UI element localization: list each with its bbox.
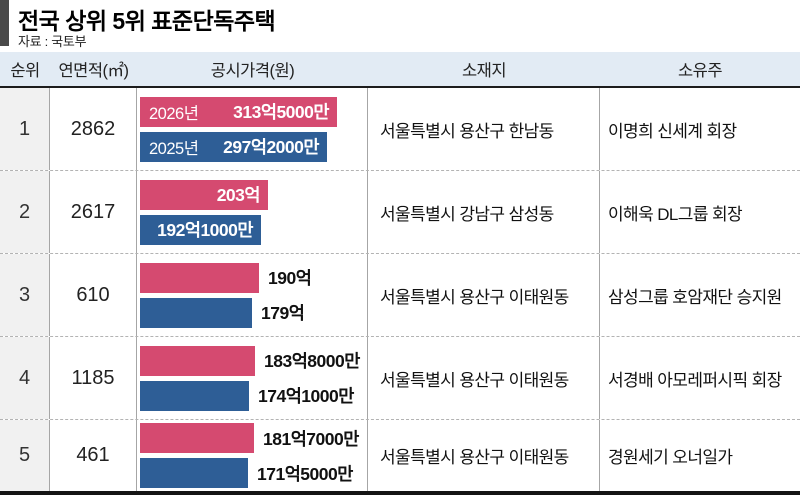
bar-value-label: 192억1000만 <box>157 220 253 240</box>
bar-value-label: 174억1000만 <box>258 386 354 406</box>
bar-value-label: 183억8000만 <box>264 351 360 371</box>
table-header-row: 순위 연면적(㎡) 공시가격(원) 소재지 소유주 <box>0 52 800 88</box>
price-bars-cell: 190억 179억 <box>137 254 368 336</box>
price-bar-2026년 <box>140 423 254 453</box>
price-bars-cell: 183억8000만 174억1000만 <box>137 337 368 419</box>
rank-cell: 1 <box>0 88 50 170</box>
bar-line-2026년: 203억 <box>140 179 367 210</box>
location-cell: 서울특별시 용산구 한남동 <box>368 88 600 170</box>
bar-line-2025년: 179억 <box>140 297 367 328</box>
area-cell: 2617 <box>50 171 137 253</box>
rank-cell: 4 <box>0 337 50 419</box>
bar-value-label: 297억2000만 <box>223 137 319 157</box>
bar-value-label: 181억7000만 <box>263 428 359 449</box>
price-bars-cell: 181억7000만 171억5000만 <box>137 420 368 491</box>
table-body: 1 2862 2026년 313억5000만 2025년 297억2000만 서울특별시 용… <box>0 88 800 495</box>
bar-line-2025년: 171억5000만 <box>140 458 367 488</box>
location-cell: 서울특별시 용산구 이태원동 <box>368 337 600 419</box>
location-cell: 서울특별시 용산구 이태원동 <box>368 420 600 491</box>
area-cell: 461 <box>50 420 137 491</box>
owner-cell: 이명희 신세계 회장 <box>608 121 737 141</box>
bar-year-label: 2026년 <box>149 104 199 123</box>
column-header-owner: 소유주 <box>677 62 723 80</box>
price-bar-2026년 <box>140 262 259 293</box>
bar-line-2026년: 190억 <box>140 262 367 293</box>
price-bar-2025년 <box>140 458 248 488</box>
owner-cell: 삼성그룹 호암재단 승지원 <box>608 287 782 307</box>
location-cell: 서울특별시 강남구 삼성동 <box>368 171 600 253</box>
bar-line-2026년: 181억7000만 <box>140 423 367 453</box>
title-marker-bar <box>0 0 9 46</box>
price-bar-2025년: 2025년 297억2000만 <box>140 131 327 162</box>
price-bars-cell: 203억 192억1000만 <box>137 171 368 253</box>
column-header-location: 소재지 <box>461 62 507 80</box>
bar-value-label: 179억 <box>261 303 305 323</box>
bar-year-label: 2025년 <box>149 139 199 158</box>
column-header-area: 연면적(㎡) <box>58 62 129 80</box>
ranking-table: 순위 연면적(㎡) 공시가격(원) 소재지 소유주 1 2862 2026년 313억… <box>0 52 800 495</box>
area-cell: 1185 <box>50 337 137 419</box>
table-row: 5 461 181억7000만 171억5000만 서울특별시 용산구 이태원동 경원세기… <box>0 420 800 491</box>
column-header-rank: 순위 <box>10 62 40 80</box>
rank-cell: 3 <box>0 254 50 336</box>
rank-cell: 5 <box>0 420 50 491</box>
owner-cell: 서경배 아모레퍼시픽 회장 <box>608 370 782 390</box>
table-row: 3 610 190억 179억 서울특별시 용산구 이태원동 삼성그룹 호암재단 승지원 <box>0 254 800 337</box>
rank-cell: 2 <box>0 171 50 253</box>
column-header-price: 공시가격(원) <box>210 62 295 80</box>
bar-value-label: 313억5000만 <box>233 102 329 122</box>
price-bar-2026년 <box>140 345 255 376</box>
owner-cell: 이해욱 DL그룹 회장 <box>608 204 743 224</box>
price-bars-cell: 2026년 313억5000만 2025년 297억2000만 <box>137 88 368 170</box>
page-title: 전국 상위 5위 표준단독주택 <box>18 8 276 34</box>
area-cell: 2862 <box>50 88 137 170</box>
bar-value-label: 203억 <box>216 185 261 205</box>
bar-value-label: 171억5000만 <box>257 463 353 484</box>
owner-cell: 경원세기 오너일가 <box>608 448 733 467</box>
price-bar-2026년: 203억 <box>140 179 268 210</box>
area-cell: 610 <box>50 254 137 336</box>
bar-line-2026년: 2026년 313억5000만 <box>140 96 367 127</box>
source-label: 자료 : 국토부 <box>18 34 87 49</box>
price-bar-2025년: 192억1000만 <box>140 214 261 245</box>
price-bar-2026년: 2026년 313억5000만 <box>140 96 337 127</box>
bar-line-2026년: 183억8000만 <box>140 345 367 376</box>
bar-value-label: 190억 <box>268 268 312 288</box>
bar-line-2025년: 2025년 297억2000만 <box>140 131 367 162</box>
title-bar: 전국 상위 5위 표준단독주택 자료 : 국토부 <box>0 0 800 52</box>
bar-line-2025년: 192억1000만 <box>140 214 367 245</box>
table-row: 1 2862 2026년 313억5000만 2025년 297억2000만 서울특별시 용… <box>0 88 800 171</box>
bar-line-2025년: 174억1000만 <box>140 380 367 411</box>
price-bar-2025년 <box>140 380 249 411</box>
location-cell: 서울특별시 용산구 이태원동 <box>368 254 600 336</box>
price-bar-2025년 <box>140 297 252 328</box>
table-row: 2 2617 203억 192억1000만 서울특별시 강남구 삼성동 이해욱 DL그룹 … <box>0 171 800 254</box>
table-row: 4 1185 183억8000만 174억1000만 서울특별시 용산구 이태원동 서경배… <box>0 337 800 420</box>
